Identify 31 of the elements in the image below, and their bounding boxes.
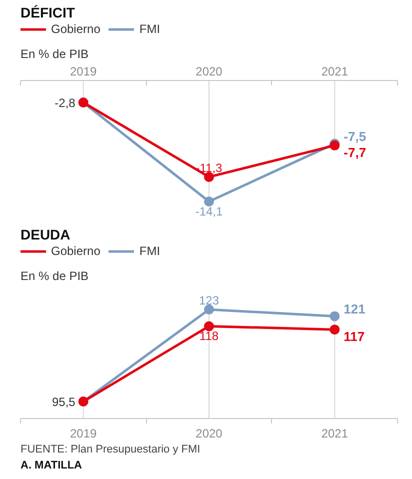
x-tick-label: 2020: [196, 64, 223, 78]
x-tick-label: 2021: [321, 64, 348, 78]
data-label: 117: [344, 329, 365, 344]
text: A. MATILLA: [20, 460, 82, 472]
point: [330, 324, 340, 335]
annotation: -2,8: [54, 96, 76, 110]
x-tick-label: 2019: [70, 64, 98, 78]
legend-label: FMI: [139, 244, 160, 258]
legend-label: Gobierno: [51, 22, 100, 36]
chart-subtitle: En % de PIB: [20, 269, 89, 283]
data-label: 121: [344, 302, 366, 317]
data-label: 123: [198, 294, 220, 308]
chart-title: DÉFICIT: [20, 4, 76, 20]
x-tick-label: 2019: [70, 426, 98, 440]
data-label: -11,3: [196, 160, 223, 175]
point: [204, 321, 214, 332]
point: [204, 196, 214, 206]
data-label: -14,1: [195, 204, 223, 218]
x-tick-label: 2020: [196, 426, 223, 440]
data-label: -7,5: [344, 129, 366, 144]
chart-subtitle: En % de PIB: [20, 47, 89, 61]
source-note: FUENTE: Plan Presupuestario y FMI: [20, 444, 200, 456]
legend-label: FMI: [139, 22, 160, 36]
data-label: -7,7: [344, 144, 366, 160]
legend-label: Gobierno: [51, 244, 100, 258]
data-label: 118: [199, 329, 219, 344]
point: [330, 311, 340, 322]
point: [204, 304, 214, 314]
chart-title: DEUDA: [20, 226, 70, 242]
x-tick-label: 2021: [321, 426, 348, 440]
annotation: 95,5: [52, 395, 76, 409]
